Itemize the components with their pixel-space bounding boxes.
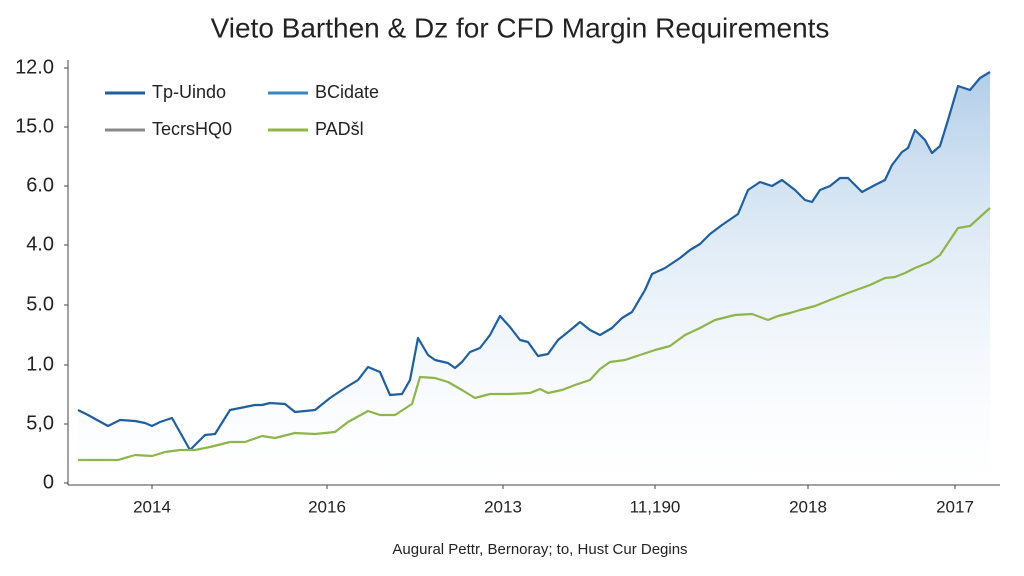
x-tick-label: 11,190: [630, 497, 681, 516]
legend-label: TecrsHQ0: [152, 119, 232, 139]
x-axis-label: Augural Pettr, Bernoray; to, Hust Cur De…: [392, 541, 687, 558]
x-tick-label: 2016: [308, 497, 346, 516]
area: [78, 72, 990, 483]
line: [77, 71, 991, 452]
y-tick-label: 12.0: [15, 56, 54, 78]
x-tick-label: 2017: [936, 497, 974, 516]
legend-label: PADšl: [315, 119, 364, 139]
y-tick-label: 5.0: [26, 293, 54, 315]
x-tick-label: 2018: [789, 497, 827, 516]
y-tick-label: 6.0: [26, 174, 54, 196]
x-tick-label: 2013: [484, 497, 522, 516]
y-tick-label: 15.0: [15, 115, 54, 137]
legend-label: Tp-Uindo: [152, 82, 226, 102]
y-tick-label: 0: [43, 471, 54, 493]
line: [78, 207, 991, 462]
y-tick-label: 4.0: [26, 233, 54, 255]
y-tick-label: 1.0: [26, 353, 54, 375]
x-tick-label: 2014: [133, 497, 171, 516]
legend-label: BCidate: [315, 82, 379, 102]
y-tick-label: 5,0: [26, 412, 54, 434]
chart-title: Vieto Barthen & Dz for CFD Margin Requir…: [211, 12, 830, 43]
